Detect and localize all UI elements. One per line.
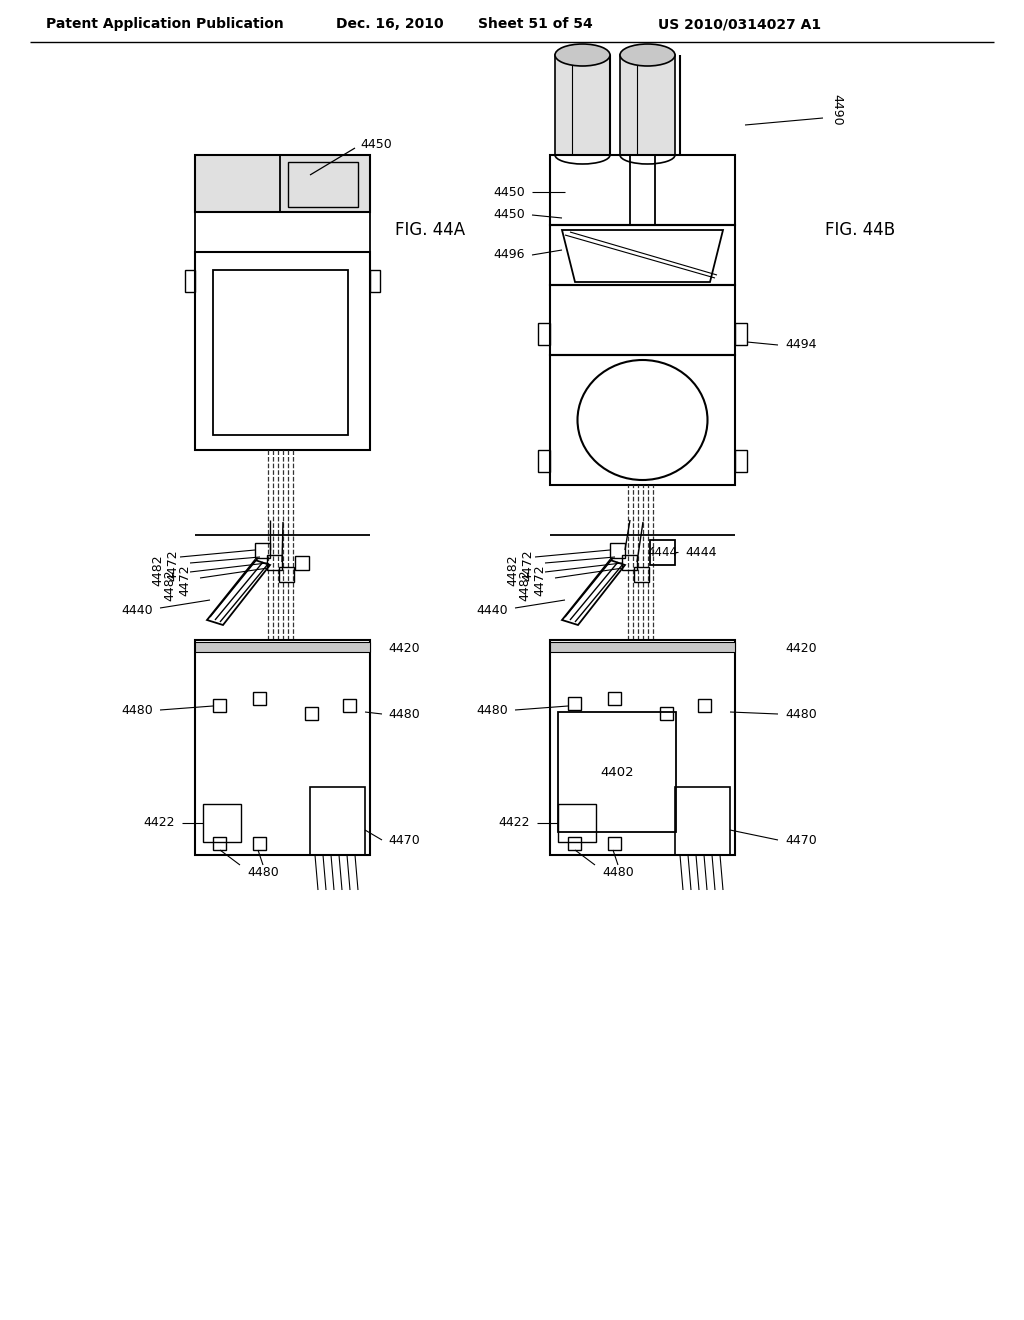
Bar (267, 554, 282, 570)
Bar (550, 642, 735, 652)
Text: 4480: 4480 (121, 704, 153, 717)
Bar (555, 55, 610, 154)
Bar (568, 697, 581, 710)
Ellipse shape (620, 44, 675, 66)
Bar (558, 804, 596, 842)
Bar (634, 568, 649, 582)
Text: FIG. 44B: FIG. 44B (825, 220, 895, 239)
Bar (735, 323, 746, 345)
Bar (203, 804, 241, 842)
Bar (253, 837, 266, 850)
Text: FIG. 44A: FIG. 44A (395, 220, 465, 239)
Bar (370, 271, 380, 292)
Bar (213, 271, 348, 436)
Bar (698, 700, 711, 711)
Text: 4402: 4402 (600, 766, 634, 779)
Text: 4472: 4472 (167, 549, 179, 581)
Bar (660, 708, 673, 719)
Bar (550, 224, 735, 285)
Bar (279, 568, 294, 582)
Text: 4470: 4470 (388, 833, 420, 846)
Text: 4450: 4450 (360, 139, 392, 152)
Text: 4420: 4420 (785, 642, 816, 655)
Bar (195, 640, 370, 855)
Text: Dec. 16, 2010: Dec. 16, 2010 (336, 17, 443, 30)
Text: 4480: 4480 (476, 704, 508, 717)
Text: 4472: 4472 (178, 564, 191, 595)
Text: 4444: 4444 (647, 545, 677, 558)
Bar (213, 837, 226, 850)
Bar (253, 692, 266, 705)
Bar (620, 55, 675, 154)
Bar (608, 692, 621, 705)
Bar (675, 787, 730, 855)
Text: 4480: 4480 (785, 708, 817, 721)
Text: 4420: 4420 (388, 642, 420, 655)
Bar (550, 640, 735, 855)
Bar (195, 154, 370, 213)
Bar (538, 323, 550, 345)
Bar (295, 556, 309, 570)
Bar (608, 837, 621, 850)
Text: 4472: 4472 (534, 564, 547, 595)
Text: 4480: 4480 (602, 866, 634, 879)
Text: 4480: 4480 (247, 866, 279, 879)
Bar (550, 285, 735, 355)
Ellipse shape (555, 44, 610, 66)
Text: 4482: 4482 (518, 569, 531, 601)
Text: 4496: 4496 (494, 248, 525, 261)
Text: 4450: 4450 (494, 209, 525, 222)
Bar (195, 252, 370, 450)
Bar (288, 162, 358, 207)
Bar (195, 213, 370, 252)
Bar (550, 154, 735, 224)
Text: 4440: 4440 (476, 603, 508, 616)
Bar (255, 543, 270, 558)
Bar (310, 787, 365, 855)
Bar (213, 700, 226, 711)
Bar (550, 355, 735, 484)
Bar (195, 642, 370, 652)
Bar (558, 711, 676, 832)
Text: 4440: 4440 (122, 603, 153, 616)
Text: 4482: 4482 (152, 554, 165, 586)
Text: 4450: 4450 (494, 186, 525, 198)
Bar (305, 708, 318, 719)
Text: 4422: 4422 (499, 817, 530, 829)
Text: 4470: 4470 (785, 833, 817, 846)
Bar (622, 554, 637, 570)
Text: 4444: 4444 (685, 545, 717, 558)
Bar (735, 450, 746, 473)
Text: 4490: 4490 (830, 94, 843, 125)
Bar (610, 543, 625, 558)
Text: Patent Application Publication: Patent Application Publication (46, 17, 284, 30)
Text: 4494: 4494 (785, 338, 816, 351)
Text: 4422: 4422 (143, 817, 175, 829)
Text: 4482: 4482 (164, 569, 176, 601)
Bar (568, 837, 581, 850)
Bar (538, 450, 550, 473)
Bar (650, 540, 675, 565)
Text: 4482: 4482 (507, 554, 519, 586)
Text: US 2010/0314027 A1: US 2010/0314027 A1 (658, 17, 821, 30)
Text: 4472: 4472 (521, 549, 535, 581)
Bar (343, 700, 356, 711)
Bar (185, 271, 195, 292)
Text: Sheet 51 of 54: Sheet 51 of 54 (477, 17, 592, 30)
Text: 4480: 4480 (388, 708, 420, 721)
